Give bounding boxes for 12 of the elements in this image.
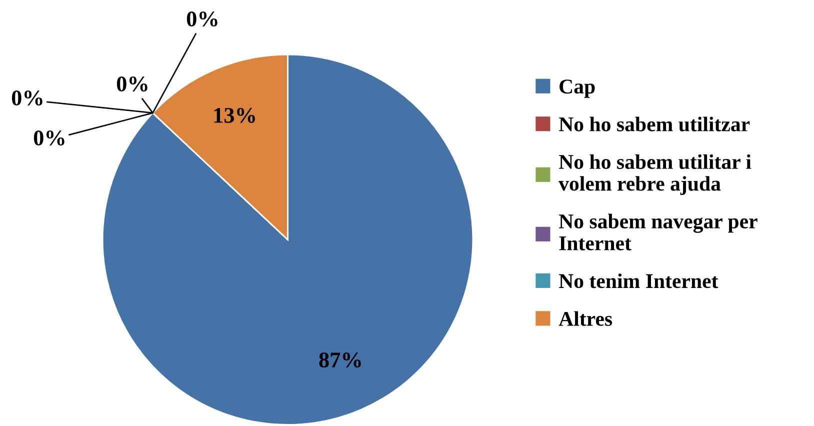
data-label: 87%	[319, 352, 361, 368]
legend-label: No ho sabem utilitzar	[558, 116, 750, 132]
text: 0%	[12, 90, 42, 106]
data-label: 13%	[214, 108, 255, 123]
text: 0%	[116, 76, 148, 92]
legend-label: No tenim Internet	[558, 273, 718, 288]
text: 0%	[34, 130, 64, 146]
legend-label: Cap	[560, 80, 595, 98]
legend-label: Altres	[558, 311, 612, 326]
text: 0%	[186, 11, 218, 27]
legend-label: No ho sabem utilitar i volem rebre ajuda	[558, 154, 752, 196]
legend-label: No sabem navegar per Internet	[558, 214, 758, 250]
